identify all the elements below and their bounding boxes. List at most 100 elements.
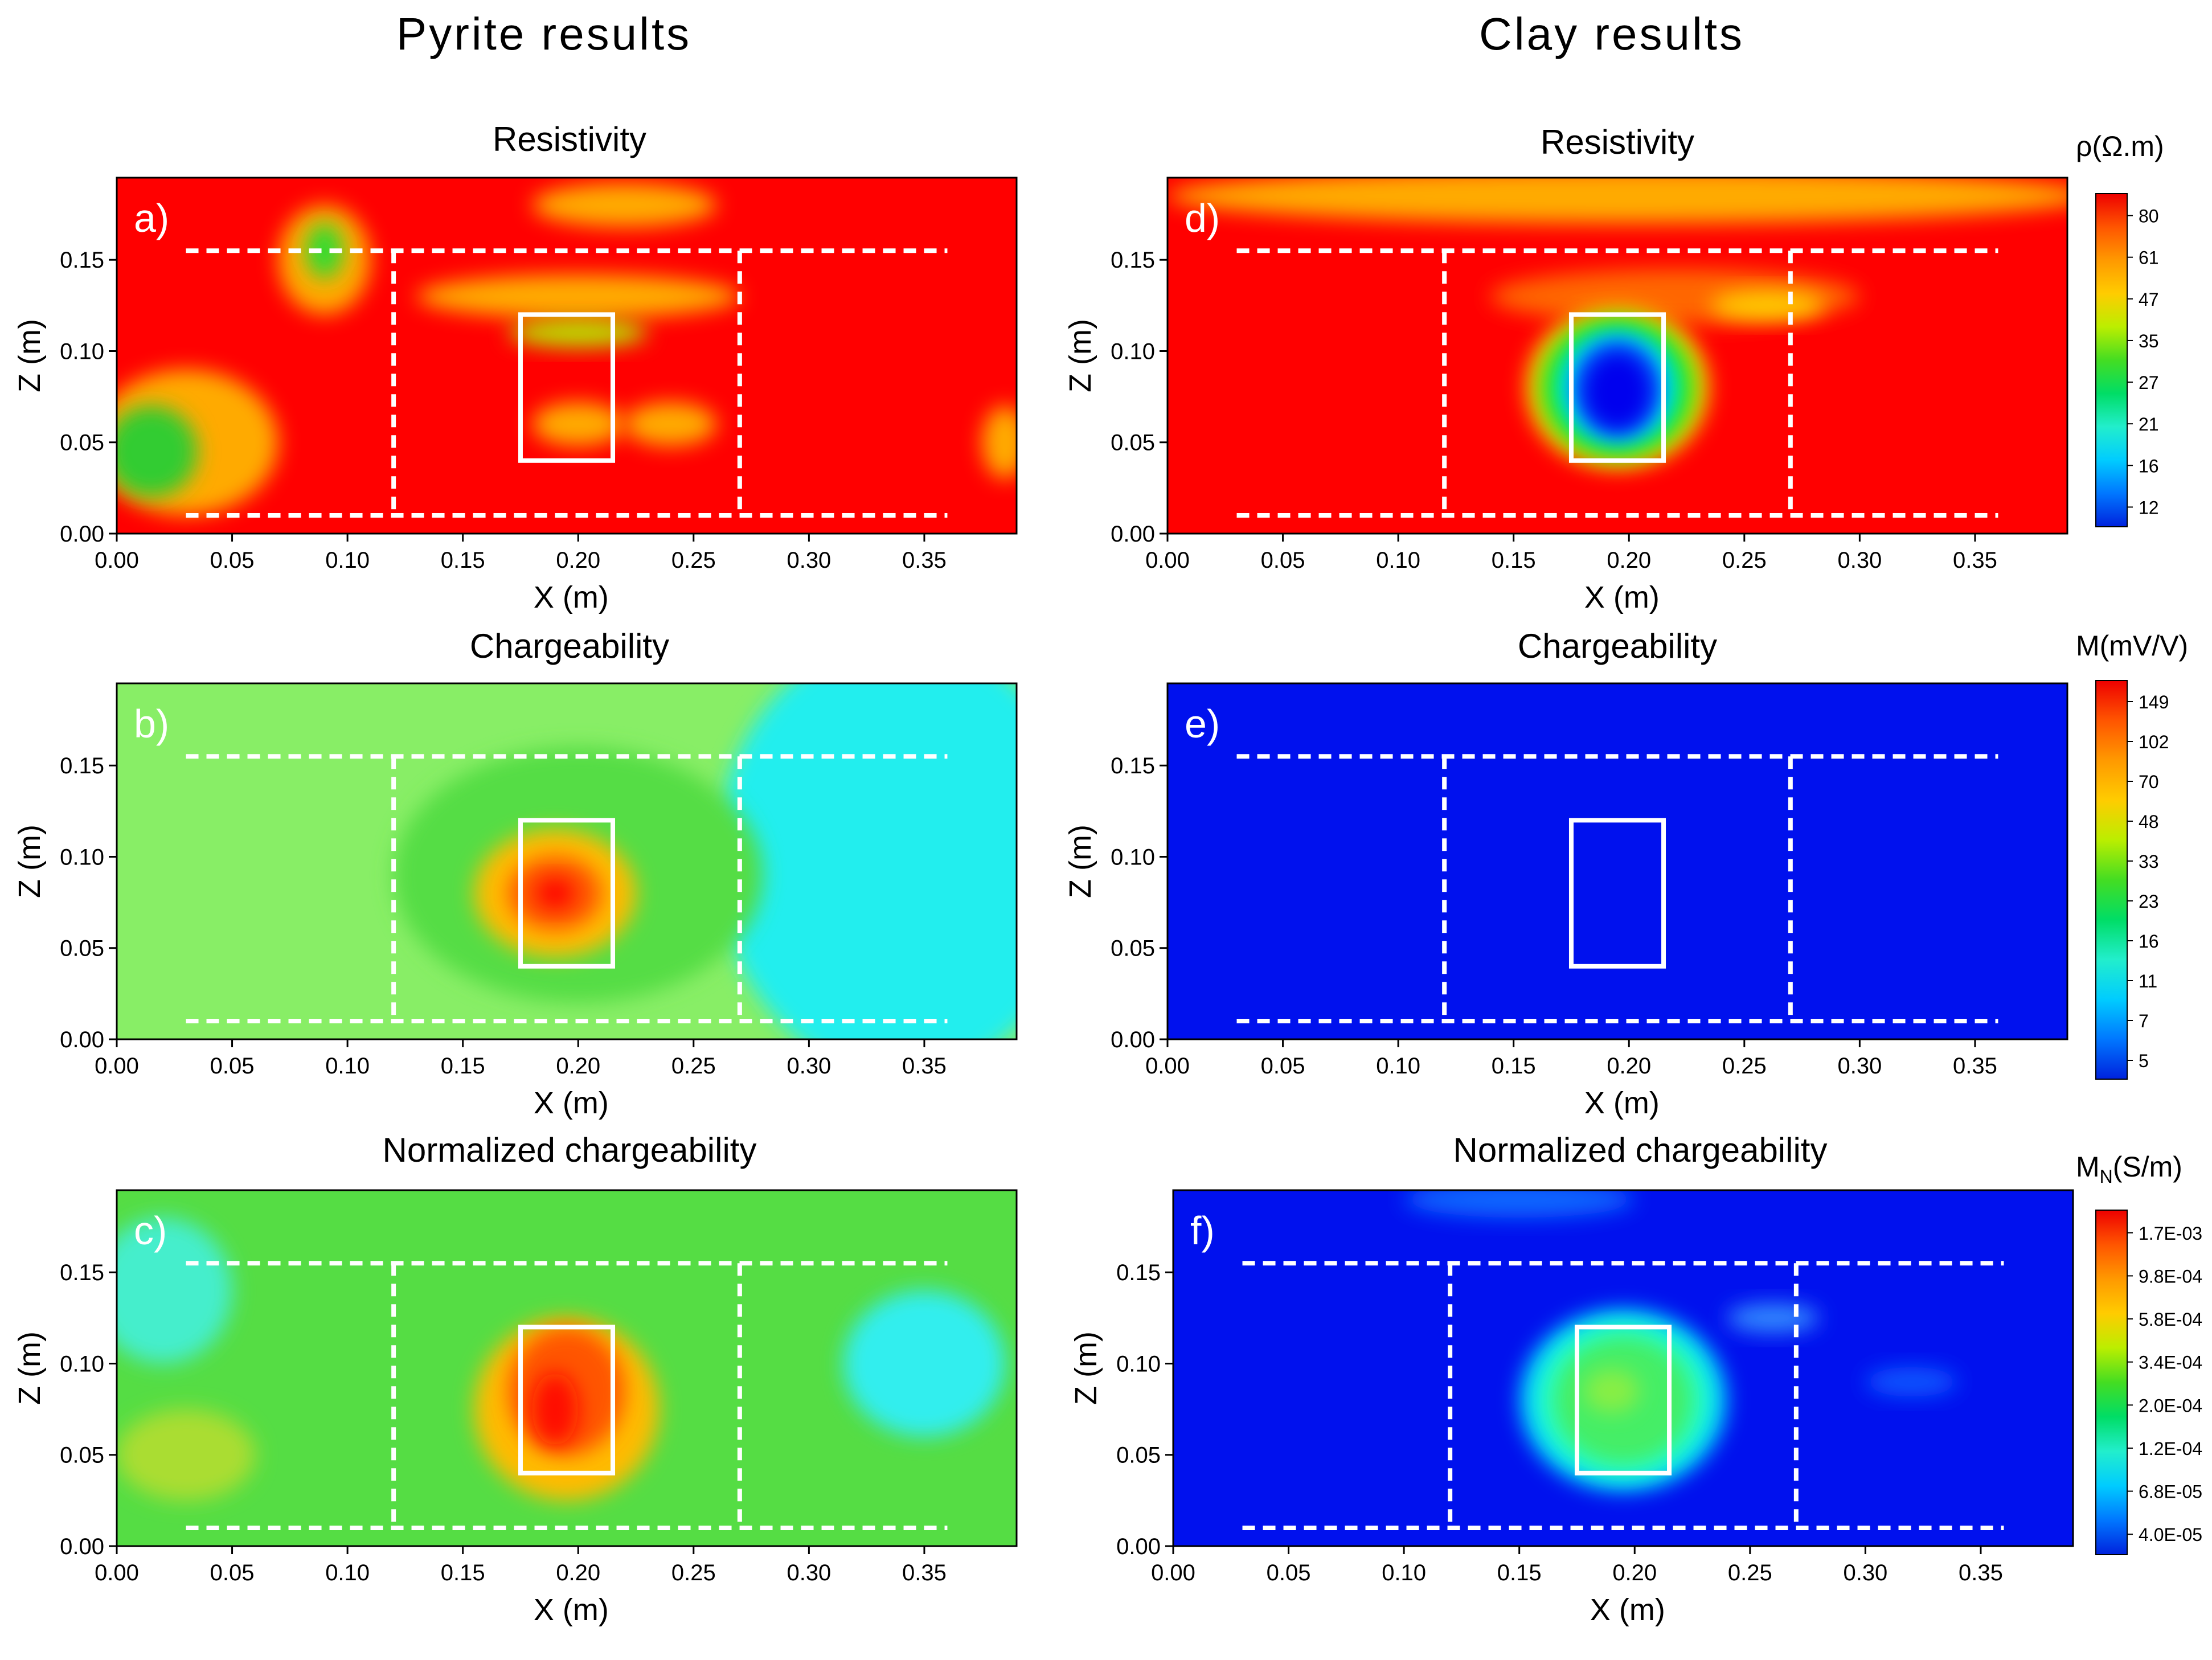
heatmap-anomaly-7 <box>624 402 717 446</box>
y-tick-label: 0.15 <box>1116 1260 1161 1285</box>
colorbar-label: 102 <box>2139 732 2169 752</box>
y-tick-label: 0.15 <box>1111 753 1155 778</box>
panel-f: f) 0.00 0.05 0.10 0.15 0.20 0.25 0.30 0.35 0.00 0.… <box>1069 1189 2074 1627</box>
heatmap-anomaly-6 <box>532 402 625 446</box>
heatmap-anomaly-1 <box>843 1290 1005 1437</box>
heatmap-anomaly-6 <box>1584 1369 1640 1413</box>
x-tick-label: 0.05 <box>1261 548 1305 573</box>
x-tick-label: 0.20 <box>556 548 600 573</box>
x-tick-label: 0.15 <box>1492 1054 1536 1079</box>
y-tick-label: 0.05 <box>60 431 104 456</box>
x-tick-label: 0.25 <box>1722 1054 1767 1079</box>
x-tick-label: 0.10 <box>325 548 370 573</box>
x-axis-label: X (m) <box>1590 1593 1665 1627</box>
x-tick-label: 0.00 <box>95 1560 139 1585</box>
colorbar-label: 21 <box>2139 414 2159 435</box>
panel-label-a: a) <box>134 196 169 240</box>
plot-frame <box>116 1189 1018 1547</box>
x-tick-label: 0.30 <box>1843 1560 1887 1585</box>
x-tick-label: 0.20 <box>1607 548 1651 573</box>
y-tick-label: 0.05 <box>1116 1443 1161 1468</box>
x-tick-label: 0.30 <box>1837 548 1882 573</box>
panel-d: d) 0.00 0.05 0.10 0.15 0.20 0.25 0.30 0.35 0.00 0.… <box>1063 177 2068 614</box>
y-tick-label: 0.15 <box>60 1260 104 1285</box>
x-tick-label: 0.25 <box>671 1054 716 1079</box>
colorbar-label: 7 <box>2139 1011 2149 1031</box>
colorbar-normalized <box>2095 1210 2128 1555</box>
x-tick-label: 0.10 <box>1382 1560 1426 1585</box>
heatmap-anomaly-2 <box>1710 290 1825 320</box>
y-tick-label: 0.00 <box>1116 1534 1161 1559</box>
colorbar-title-normalized-main: M <box>2076 1151 2100 1183</box>
y-tick-label: 0.05 <box>1111 936 1155 961</box>
x-tick-label: 0.15 <box>441 1560 485 1585</box>
colorbar-title-normalized-sub: N <box>2099 1166 2113 1187</box>
panel-b: b) 0.00 0.05 0.10 0.15 0.20 0.25 0.30 0.35 0.00 0.… <box>13 682 1018 1120</box>
x-axis-label: X (m) <box>534 580 609 614</box>
heatmap-anomaly-3 <box>509 318 648 348</box>
x-tick-label: 0.10 <box>325 1054 370 1079</box>
y-tick-label: 0.10 <box>1116 1351 1161 1376</box>
x-tick-label: 0.20 <box>1612 1560 1657 1585</box>
x-tick-label: 0.25 <box>1728 1560 1772 1585</box>
colorbar-label: 11 <box>2139 971 2157 991</box>
panel-label-b: b) <box>134 702 169 746</box>
colorbar-label: 47 <box>2139 289 2159 310</box>
panel-title-b: Chargeability <box>469 627 670 665</box>
x-tick-label: 0.20 <box>556 1560 600 1585</box>
colorbar-label: 35 <box>2139 331 2159 351</box>
x-tick-label: 0.20 <box>556 1054 600 1079</box>
colorbar-label: 5 <box>2139 1051 2149 1071</box>
y-tick-label: 0.10 <box>60 339 104 364</box>
colorbar-title-normalized-unit: (S/m) <box>2112 1151 2182 1183</box>
y-axis-label: Z (m) <box>1069 1331 1103 1405</box>
colorbar-label: 27 <box>2139 372 2159 393</box>
x-tick-label: 0.20 <box>1607 1054 1651 1079</box>
target-box <box>1574 1325 1672 1475</box>
colorbar-chargeability <box>2095 680 2128 1080</box>
x-tick-label: 0.35 <box>902 1054 947 1079</box>
x-tick-label: 0.30 <box>787 1054 831 1079</box>
heatmap-anomaly-8 <box>532 183 717 227</box>
plot-frame <box>1166 682 2068 1040</box>
colorbar-label: 70 <box>2139 772 2159 792</box>
x-tick-label: 0.05 <box>210 1054 255 1079</box>
heatmap-anomaly-1 <box>1727 1303 1820 1333</box>
y-axis-label: Z (m) <box>13 1331 47 1405</box>
x-tick-label: 0.35 <box>1959 1560 2003 1585</box>
colorbar-label: 16 <box>2139 456 2159 476</box>
y-tick-label: 0.15 <box>60 248 104 273</box>
plot-frame <box>116 682 1018 1040</box>
x-tick-label: 0.10 <box>325 1560 370 1585</box>
y-tick-label: 0.10 <box>1111 339 1155 364</box>
y-axis-label: Z (m) <box>13 319 47 392</box>
panel-title-f: Normalized chargeability <box>1453 1131 1828 1169</box>
x-tick-label: 0.30 <box>787 548 831 573</box>
x-tick-label: 0.15 <box>1492 548 1536 573</box>
target-box <box>518 312 616 463</box>
panel-e: e) 0.00 0.05 0.10 0.15 0.20 0.25 0.30 0.35 0.00 0.… <box>1063 682 2068 1120</box>
heatmap-anomaly-0 <box>1404 1190 1635 1218</box>
y-tick-label: 0.10 <box>60 845 104 870</box>
x-tick-label: 0.25 <box>671 1560 716 1585</box>
heatmap-anomaly-0 <box>716 683 1017 1039</box>
y-tick-label: 0.05 <box>60 936 104 961</box>
heatmap-anomaly-4 <box>536 878 574 908</box>
x-tick-label: 0.00 <box>95 548 139 573</box>
panel-label-e: e) <box>1185 702 1220 746</box>
colorbar-label: 12 <box>2139 497 2159 518</box>
x-tick-label: 0.30 <box>787 1560 831 1585</box>
target-box <box>1568 818 1666 969</box>
panel-label-c: c) <box>134 1208 167 1253</box>
plot-frame <box>1166 177 2068 535</box>
target-box <box>518 1325 616 1475</box>
x-tick-label: 0.15 <box>1497 1560 1542 1585</box>
colorbar-label: 149 <box>2139 692 2169 712</box>
x-tick-label: 0.35 <box>1953 548 1997 573</box>
heatmap-anomaly-5 <box>532 1372 579 1446</box>
x-axis-label: X (m) <box>534 1593 609 1627</box>
x-axis-label: X (m) <box>1584 1086 1660 1120</box>
colorbar-label: 16 <box>2139 931 2159 952</box>
heatmap-anomaly-1 <box>306 223 343 278</box>
y-tick-label: 0.05 <box>60 1443 104 1468</box>
